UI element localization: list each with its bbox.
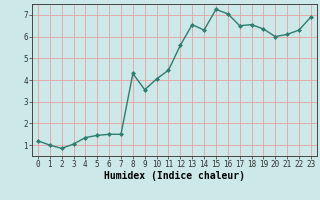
X-axis label: Humidex (Indice chaleur): Humidex (Indice chaleur) <box>104 171 245 181</box>
